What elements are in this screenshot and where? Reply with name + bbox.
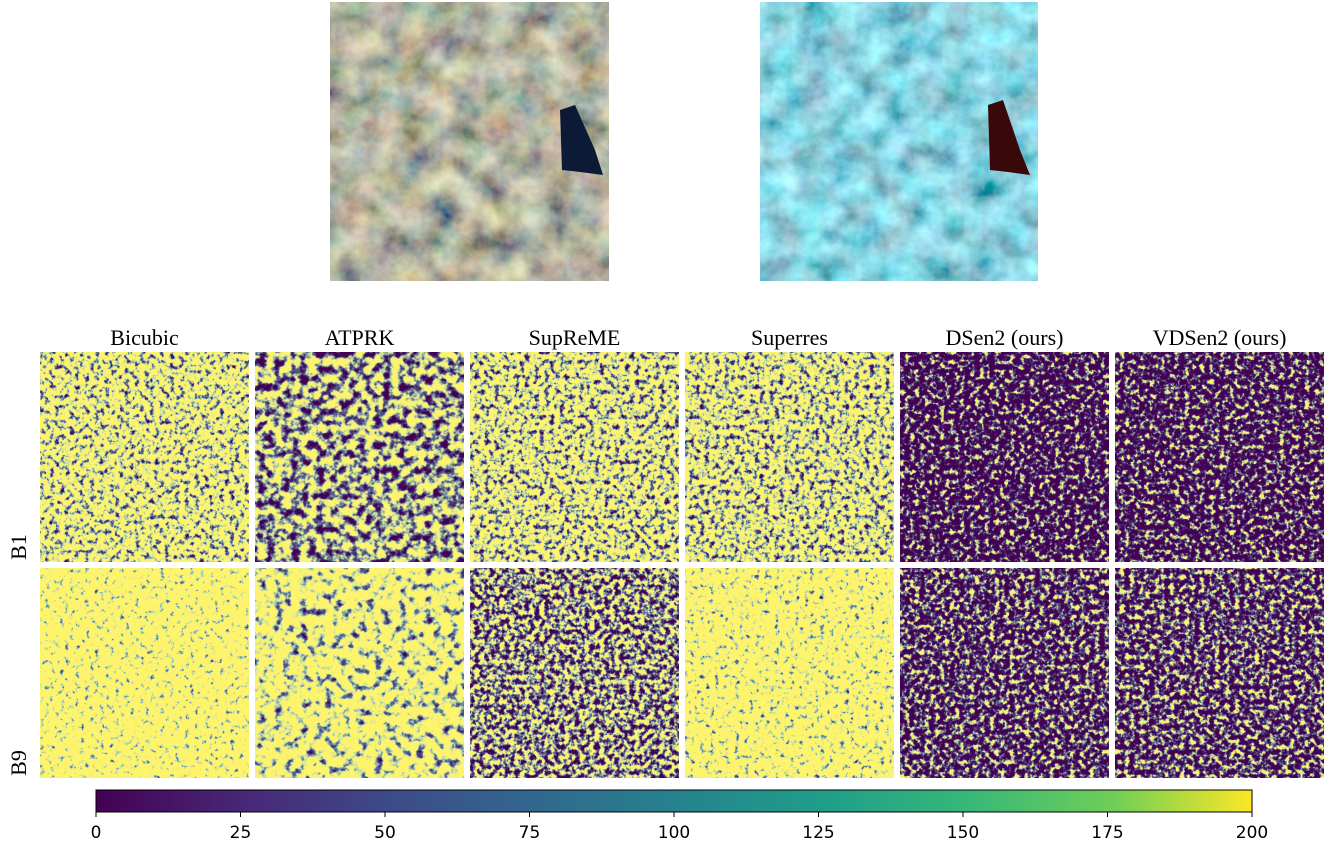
lake xyxy=(560,105,603,175)
error-map xyxy=(470,352,679,562)
column-title: DSen2 (ours) xyxy=(946,325,1064,350)
colorbar-tick-label: 25 xyxy=(230,823,252,843)
colorbar-tick-label: 125 xyxy=(802,823,834,843)
colorbar xyxy=(95,789,1253,813)
error-map xyxy=(900,568,1109,778)
column-title: Superres xyxy=(751,325,828,350)
error-map xyxy=(470,568,679,778)
colorbar-tick-label: 175 xyxy=(1091,823,1123,843)
colorbar-tick-label: 75 xyxy=(519,823,541,843)
error-map xyxy=(40,568,249,778)
error-map xyxy=(1115,568,1324,778)
error-map xyxy=(685,568,894,778)
error-map xyxy=(685,352,894,562)
colorbar-tick-label: 50 xyxy=(374,823,396,843)
row-label: B9 xyxy=(6,750,31,776)
error-map xyxy=(255,568,464,778)
lake xyxy=(988,100,1030,175)
column-title: ATPRK xyxy=(325,325,395,350)
column-title: SupReME xyxy=(529,325,621,350)
colorbar-tick-label: 100 xyxy=(658,823,690,843)
row-label: B1 xyxy=(6,534,31,560)
natural-color-image xyxy=(330,2,609,281)
error-map xyxy=(900,352,1109,562)
error-map xyxy=(255,352,464,562)
column-title: VDSen2 (ours) xyxy=(1153,325,1287,350)
colorbar-tick-label: 0 xyxy=(91,823,102,843)
error-map xyxy=(1115,352,1324,562)
false-color-image xyxy=(760,2,1038,281)
column-title: Bicubic xyxy=(110,325,179,350)
colorbar-tick-label: 200 xyxy=(1236,823,1268,843)
colorbar-tick-label: 150 xyxy=(947,823,979,843)
error-map xyxy=(40,352,249,562)
